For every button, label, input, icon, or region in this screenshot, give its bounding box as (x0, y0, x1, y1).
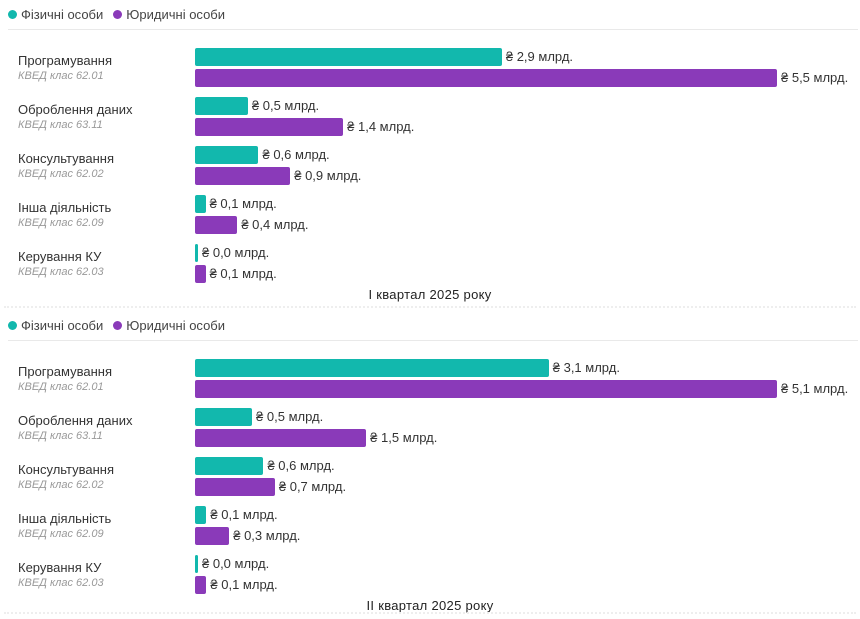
data-label: ₴ 0,1 млрд. (210, 576, 278, 592)
category-name: Програмування (18, 53, 112, 68)
bar-legal[interactable] (195, 526, 230, 545)
bar-individuals[interactable] (195, 456, 264, 475)
data-label: ₴ 0,1 млрд. (209, 195, 277, 211)
legend-dot-icon (113, 320, 123, 330)
category-name: Інша діяльність (18, 199, 112, 215)
data-label: ₴ 0,4 млрд. (241, 216, 309, 232)
bar-legal[interactable] (195, 575, 207, 594)
bar-legal[interactable] (195, 117, 344, 136)
data-label: ₴ 5,1 млрд. (781, 381, 849, 396)
panel-border (4, 612, 856, 614)
divider (8, 340, 858, 341)
category-code: КВЕД клас 62.01 (18, 381, 104, 393)
category-name: Інша діяльність (18, 510, 112, 526)
data-label: ₴ 1,4 млрд. (347, 118, 415, 134)
data-label: ₴ 0,1 млрд. (209, 265, 277, 281)
bar-individuals[interactable] (195, 554, 198, 573)
category-name: Оброблення даних (18, 101, 133, 117)
bar-individuals[interactable] (195, 407, 253, 426)
legend-label-legal: Юридичні особи (126, 317, 226, 333)
chart-caption: II квартал 2025 року (366, 598, 494, 613)
bar-legal[interactable] (195, 166, 291, 185)
data-label: ₴ 5,5 млрд. (781, 70, 849, 85)
category-name: Консультування (18, 461, 115, 477)
data-label: ₴ 0,6 млрд. (267, 457, 335, 473)
data-label: ₴ 2,9 млрд. (505, 49, 574, 64)
data-label: ₴ 3,1 млрд. (552, 360, 620, 375)
divider (8, 29, 858, 30)
bar-legal[interactable] (195, 215, 238, 234)
legend-item-individuals[interactable]: Фізичні особи (8, 318, 103, 333)
legend[interactable]: Фізичні особи Юридичні особи (8, 315, 225, 335)
legend-label-individuals: Фізичні особи (21, 6, 104, 22)
category-code: КВЕД клас 62.03 (18, 265, 104, 278)
data-label: ₴ 0,1 млрд. (210, 506, 278, 522)
data-label: ₴ 1,5 млрд. (370, 429, 438, 445)
legend-label-legal: Юридичні особи (126, 6, 226, 22)
category-code: КВЕД клас 63.11 (18, 429, 103, 442)
legend-label-individuals: Фізичні особи (21, 317, 104, 333)
category-name: Керування КУ (18, 559, 102, 575)
legend-dot-icon (113, 9, 123, 19)
bar-individuals[interactable] (195, 145, 259, 164)
bar-individuals[interactable] (195, 194, 206, 213)
category-name: Оброблення даних (18, 412, 133, 428)
legend[interactable]: Фізичні особи Юридичні особи (8, 4, 225, 24)
chart-panel-q2: Фізичні особи Юридичні особи Програмуван… (0, 311, 860, 619)
legend-item-legal[interactable]: Юридичні особи (113, 7, 225, 22)
data-label: ₴ 0,3 млрд. (233, 527, 301, 543)
chart-caption: I квартал 2025 року (368, 287, 492, 302)
bar-individuals[interactable] (195, 359, 549, 377)
bar-legal[interactable] (195, 264, 206, 283)
category-name: Консультування (18, 150, 115, 166)
data-label: ₴ 0,0 млрд. (202, 555, 270, 571)
bar-legal[interactable] (195, 380, 777, 398)
legend-dot-icon (8, 320, 17, 330)
category-code: КВЕД клас 62.02 (18, 478, 104, 491)
panel-border (4, 306, 856, 308)
data-label: ₴ 0,7 млрд. (278, 478, 347, 494)
data-label: ₴ 0,5 млрд. (256, 408, 324, 424)
bar-legal[interactable] (195, 477, 275, 496)
legend-item-individuals[interactable]: Фізичні особи (8, 7, 103, 22)
bar-individuals[interactable] (195, 96, 248, 115)
legend-dot-icon (8, 9, 17, 19)
category-code: КВЕД клас 62.03 (18, 576, 104, 589)
category-name: Керування КУ (18, 248, 102, 264)
data-label: ₴ 0,9 млрд. (294, 167, 362, 183)
category-code: КВЕД клас 62.09 (18, 527, 104, 540)
category-code: КВЕД клас 62.09 (18, 216, 104, 229)
legend-item-legal[interactable]: Юридичні особи (113, 318, 225, 333)
bar-individuals[interactable] (195, 48, 502, 66)
data-label: ₴ 0,5 млрд. (251, 97, 320, 113)
data-label: ₴ 0,0 млрд. (202, 244, 270, 260)
category-code: КВЕД клас 62.01 (18, 70, 104, 82)
bar-legal[interactable] (195, 428, 367, 447)
bar-individuals[interactable] (195, 243, 198, 262)
category-code: КВЕД клас 62.02 (18, 167, 104, 180)
category-name: Програмування (18, 364, 112, 379)
data-label: ₴ 0,6 млрд. (262, 146, 330, 162)
category-code: КВЕД клас 63.11 (18, 118, 103, 131)
chart-panel-q1: Фізичні особи Юридичні особи Програмуван… (0, 0, 860, 308)
bar-legal[interactable] (195, 69, 777, 87)
bar-individuals[interactable] (195, 505, 207, 524)
